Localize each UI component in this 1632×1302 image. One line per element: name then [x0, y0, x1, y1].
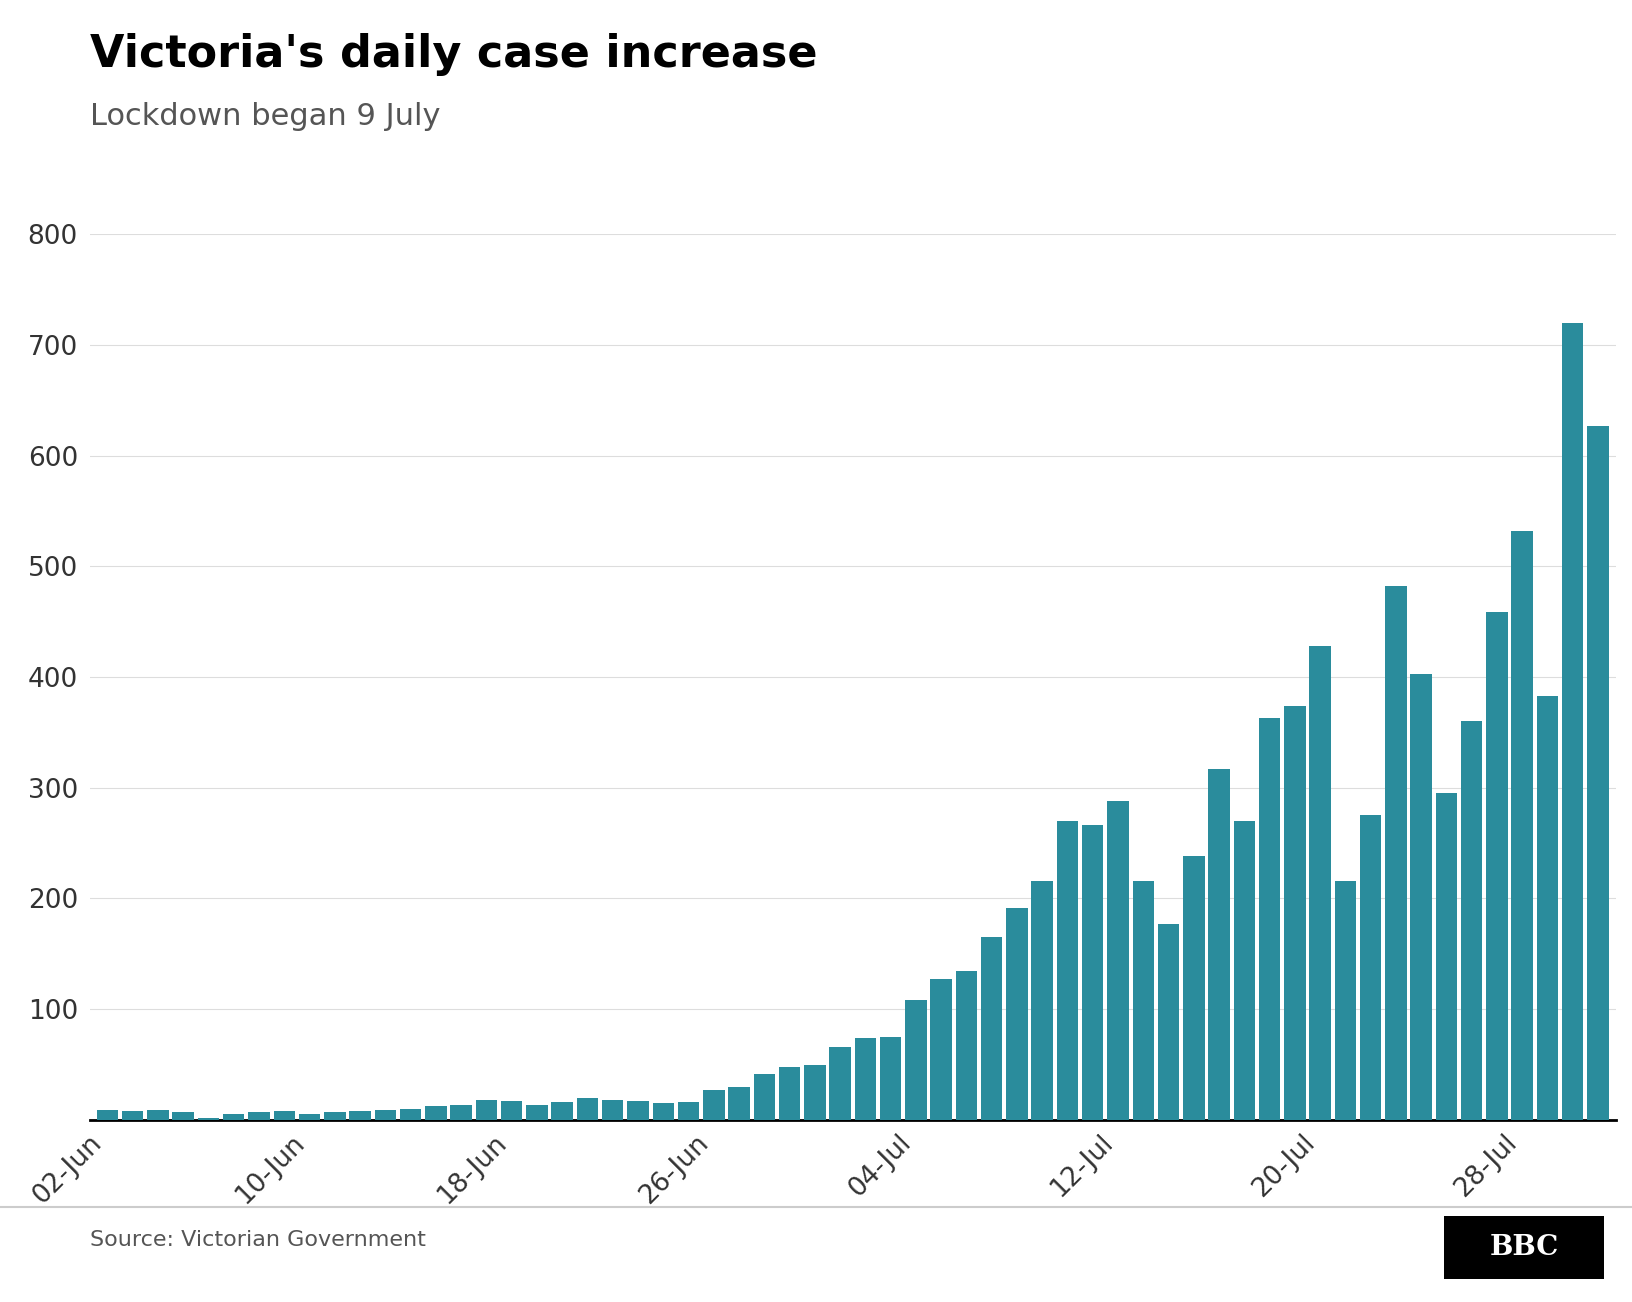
Bar — [1537, 695, 1559, 1120]
Bar — [122, 1111, 144, 1120]
Bar — [1359, 815, 1381, 1120]
Bar — [325, 1112, 346, 1120]
Bar — [299, 1115, 320, 1120]
Bar — [1208, 769, 1231, 1120]
Bar — [754, 1074, 775, 1120]
Bar — [855, 1038, 876, 1120]
Bar — [778, 1066, 800, 1120]
Bar — [1234, 820, 1255, 1120]
Bar — [1106, 801, 1129, 1120]
Bar — [1410, 673, 1431, 1120]
Bar — [1436, 793, 1457, 1120]
Bar — [424, 1107, 447, 1120]
Bar — [224, 1115, 245, 1120]
Bar — [1007, 909, 1028, 1120]
Bar — [829, 1047, 850, 1120]
Bar — [1588, 426, 1609, 1120]
Bar — [1133, 880, 1154, 1120]
Bar — [906, 1000, 927, 1120]
Bar — [1562, 323, 1583, 1120]
Bar — [1183, 857, 1204, 1120]
Bar — [981, 937, 1002, 1120]
Bar — [576, 1098, 599, 1120]
Bar — [956, 971, 978, 1120]
Bar — [1031, 880, 1053, 1120]
Bar — [627, 1101, 648, 1120]
Bar — [400, 1108, 421, 1120]
Bar — [248, 1112, 269, 1120]
Bar — [1258, 717, 1281, 1120]
Bar — [1461, 721, 1482, 1120]
Bar — [1082, 825, 1103, 1120]
Bar — [475, 1100, 498, 1120]
Bar — [450, 1105, 472, 1120]
Bar — [375, 1109, 397, 1120]
Bar — [805, 1065, 826, 1120]
Bar — [677, 1101, 698, 1120]
Bar — [1487, 612, 1508, 1120]
Bar — [349, 1111, 370, 1120]
Bar — [653, 1103, 674, 1120]
Bar — [1058, 820, 1079, 1120]
Text: BBC: BBC — [1490, 1234, 1559, 1260]
Bar — [96, 1109, 118, 1120]
Bar — [1284, 706, 1306, 1120]
Bar — [728, 1086, 749, 1120]
Text: Lockdown began 9 July: Lockdown began 9 July — [90, 102, 441, 130]
Bar — [1386, 586, 1407, 1120]
Bar — [173, 1112, 194, 1120]
Bar — [274, 1111, 295, 1120]
Bar — [1511, 531, 1532, 1120]
Bar — [1157, 924, 1180, 1120]
Bar — [1309, 646, 1330, 1120]
Bar — [703, 1090, 725, 1120]
Bar — [930, 979, 951, 1120]
Text: Source: Victorian Government: Source: Victorian Government — [90, 1230, 426, 1250]
Bar — [147, 1109, 168, 1120]
Bar — [526, 1105, 548, 1120]
Bar — [197, 1117, 219, 1120]
Bar — [552, 1101, 573, 1120]
Bar — [880, 1036, 901, 1120]
Text: Victoria's daily case increase: Victoria's daily case increase — [90, 33, 818, 76]
Bar — [501, 1101, 522, 1120]
Bar — [602, 1100, 623, 1120]
Bar — [1335, 880, 1356, 1120]
